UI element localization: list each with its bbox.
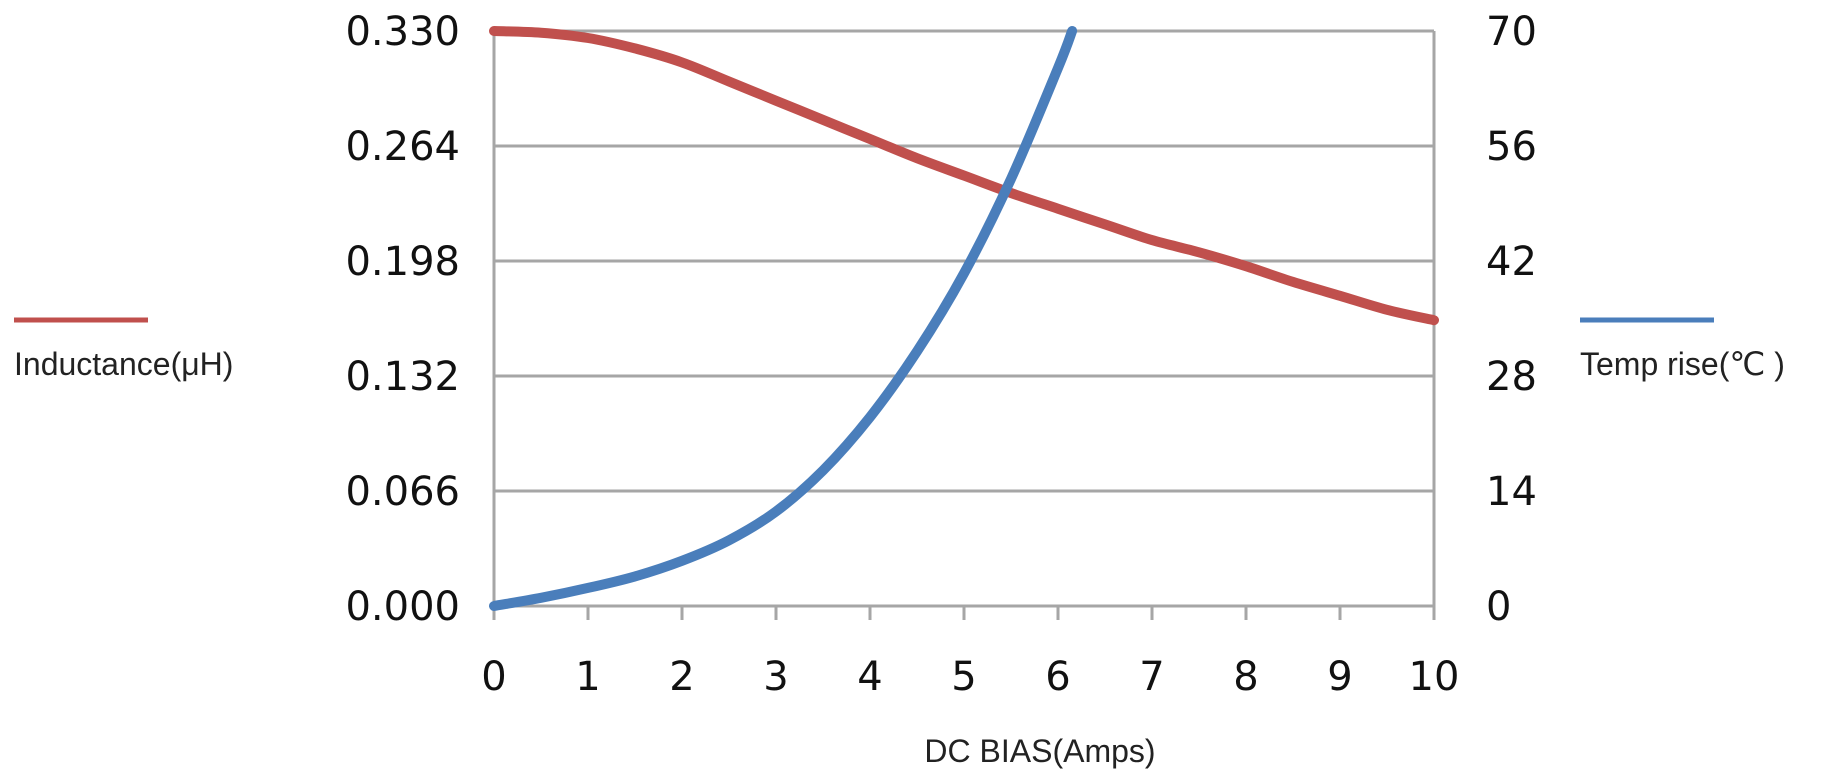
left-axis-label: Inductance(μH): [14, 346, 233, 382]
x-tick-label: 3: [763, 654, 788, 700]
grid-lines: [494, 29, 1434, 493]
x-tick-label: 0: [481, 654, 506, 700]
y-right-tick-label: 28: [1486, 354, 1537, 400]
right-axis-label: Temp rise(℃ ): [1580, 346, 1785, 382]
x-tick-label: 10: [1409, 654, 1460, 700]
x-tick-label: 6: [1045, 654, 1070, 700]
y-left-tick-label: 0.066: [345, 469, 460, 515]
x-tick-label: 8: [1233, 654, 1258, 700]
x-tick-label: 9: [1327, 654, 1352, 700]
y-left-tick-label: 0.132: [345, 354, 460, 400]
x-tick-label: 7: [1139, 654, 1164, 700]
y-left-tick-label: 0.000: [345, 584, 460, 630]
y-right-tick-label: 0: [1486, 584, 1511, 630]
x-tick-label: 5: [951, 654, 976, 700]
tick-labels: 0.0000.0660.1320.1980.2640.3300142842567…: [345, 9, 1536, 700]
y-left-tick-label: 0.264: [345, 124, 460, 170]
y-left-tick-label: 0.330: [345, 9, 460, 55]
y-right-tick-label: 70: [1486, 9, 1537, 55]
series-lines: [489, 26, 1439, 611]
axes: [492, 31, 1436, 620]
x-tick-label: 1: [575, 654, 600, 700]
y-right-tick-label: 56: [1486, 124, 1537, 170]
y-left-tick-label: 0.198: [345, 239, 460, 285]
x-tick-label: 2: [669, 654, 694, 700]
x-axis-label: DC BIAS(Amps): [924, 733, 1155, 769]
y-right-tick-label: 42: [1486, 239, 1537, 285]
temp-rise-line: [489, 26, 1078, 611]
y-right-tick-label: 14: [1486, 469, 1537, 515]
inductance-line: [489, 26, 1439, 326]
x-tick-label: 4: [857, 654, 882, 700]
